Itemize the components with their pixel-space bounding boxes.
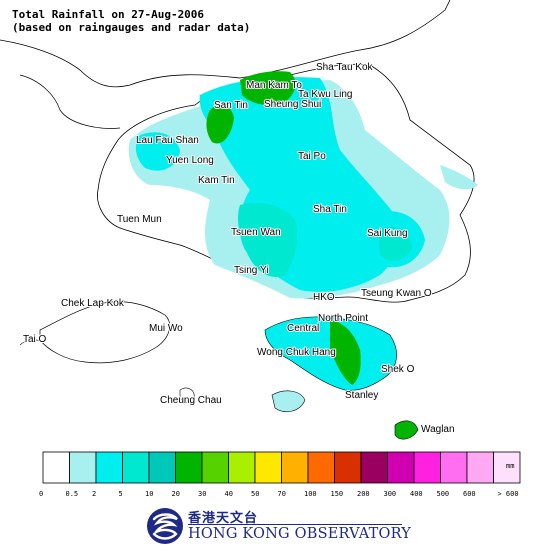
legend-tick-label: 600: [463, 490, 476, 498]
legend-box: [307, 451, 335, 484]
legend-unit: mm: [506, 462, 514, 470]
place-sheung-shui: Sheung Shui: [264, 99, 321, 110]
place-central: Central: [287, 323, 319, 334]
legend-box: [387, 451, 415, 484]
legend-tick-label: 70: [278, 490, 286, 498]
place-north-point: North Point: [318, 313, 368, 324]
place-cheung-chau: Cheung Chau: [160, 395, 222, 406]
cheung-chau-island: [179, 387, 195, 403]
place-stanley: Stanley: [345, 390, 378, 401]
legend-box: [69, 451, 97, 484]
place-hko: HKO: [313, 292, 335, 303]
map-title-line-2: (based on raingauges and radar data): [12, 21, 251, 34]
deep-bay-coast: [19, 74, 121, 129]
legend-tick-label: 40: [225, 490, 233, 498]
place-wong-chuk-hang: Wong Chuk Hang: [257, 347, 336, 358]
legend-tick-label: 200: [357, 490, 370, 498]
logo-chinese-name: 香港天文台: [188, 511, 259, 526]
rain-green-north: [240, 71, 296, 106]
place-tuen-mun: Tuen Mun: [117, 214, 162, 225]
place-tai-po: Tai Po: [298, 151, 326, 162]
place-sha-tin: Sha Tin: [313, 204, 347, 215]
place-mui-wo: Mui Wo: [149, 323, 183, 334]
legend-box: [281, 451, 309, 484]
legend-box: [493, 451, 521, 484]
hko-logo: 香港天文台 HONG KONG OBSERVATORY: [146, 503, 411, 549]
legend-tick-label: 5: [119, 490, 123, 498]
legend-box: [228, 451, 256, 484]
legend-box: [360, 451, 388, 484]
mainland-coast: [0, 0, 451, 88]
legend-box: [95, 451, 123, 484]
rainfall-legend: 0 0.5 2 5 10 20 30 40 50 70 100 150 200 300 400 500 600 >…: [39, 451, 521, 498]
legend-color-boxes: [42, 451, 521, 484]
map-title-line-1: Total Rainfall on 27-Aug-2006: [12, 8, 205, 21]
place-san-tin: San Tin: [214, 100, 248, 111]
legend-box: [42, 451, 70, 484]
legend-tick-label: 500: [437, 490, 450, 498]
place-sha-tau-kok: Sha Tau Kok: [316, 62, 374, 73]
place-lau-fau-shan: Lau Fau Shan: [136, 135, 199, 146]
legend-tick-label: 50: [251, 490, 259, 498]
legend-tick-labels: 0 0.5 2 5 10 20 30 40 50 70 100 150 200 300 400 500 600 >…: [39, 490, 519, 498]
rain-teal: [237, 203, 297, 278]
rain-light-cyan-east: [440, 165, 478, 190]
place-tsuen-wan: Tsuen Wan: [231, 227, 281, 238]
legend-box: [175, 451, 203, 484]
legend-tick-label: 2: [92, 490, 96, 498]
place-man-kam-to: Man Kam To: [246, 80, 302, 91]
legend-tick-label: 10: [145, 490, 153, 498]
legend-box: [440, 451, 468, 484]
waglan-island: [394, 420, 419, 440]
legend-box: [466, 451, 494, 484]
place-yuen-long: Yuen Long: [166, 155, 214, 166]
place-tsing-yi: Tsing Yi: [234, 265, 268, 276]
rain-cyan-west: [135, 132, 180, 171]
place-sai-kung: Sai Kung: [367, 228, 408, 239]
place-waglan: Waglan: [421, 424, 455, 435]
rain-green-island: [330, 320, 361, 385]
logo-english-name: HONG KONG OBSERVATORY: [188, 526, 412, 542]
place-tai-o: Tai O: [23, 334, 47, 345]
rain-teal-saikung: [378, 226, 412, 261]
legend-box: [334, 451, 362, 484]
legend-box: [201, 451, 229, 484]
legend-tick-label: 400: [410, 490, 423, 498]
place-ta-kwu-ling: Ta Kwu Ling: [298, 89, 352, 100]
legend-tick-label: 300: [384, 490, 397, 498]
legend-tick-label: 150: [331, 490, 344, 498]
legend-tick-label: 0.5: [66, 490, 79, 498]
place-kam-tin: Kam Tin: [198, 175, 235, 186]
legend-box: [148, 451, 176, 484]
tai-o-coast: [19, 339, 43, 346]
legend-tick-label: > 600: [498, 490, 519, 498]
legend-box: [254, 451, 282, 484]
lamma-island: [271, 390, 306, 413]
lantau-island: [39, 301, 171, 364]
hong-kong-island: [264, 316, 397, 391]
legend-box: [413, 451, 441, 484]
rainfall-map: Sha Tau Kok Man Kam To Ta Kwu Ling San T…: [0, 0, 478, 440]
legend-tick-label: 0: [39, 490, 43, 498]
legend-box: [122, 451, 150, 484]
legend-tick-label: 30: [198, 490, 206, 498]
legend-tick-label: 100: [304, 490, 317, 498]
place-chek-lap-kok: Chek Lap Kok: [61, 298, 125, 309]
place-shek-o: Shek O: [381, 364, 415, 375]
legend-tick-label: 20: [172, 490, 180, 498]
logo-divider: [188, 524, 402, 525]
place-tseung-kwan-o: Tseung Kwan O: [361, 288, 432, 299]
hko-emblem-icon: [147, 508, 183, 544]
rain-green-santin: [206, 104, 234, 144]
